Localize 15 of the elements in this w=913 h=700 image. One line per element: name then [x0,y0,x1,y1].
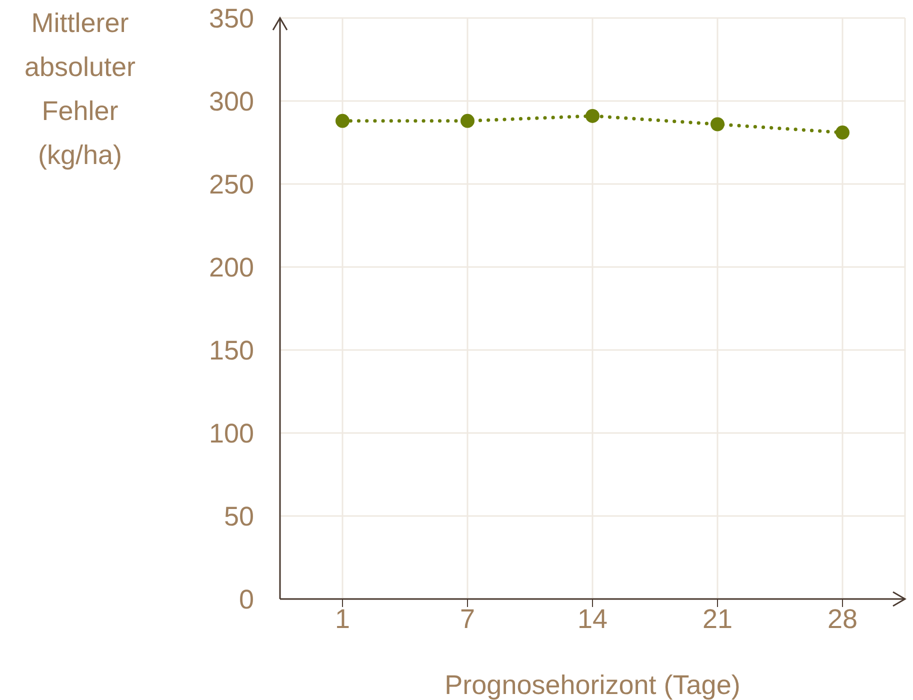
x-tick-label: 7 [460,604,476,634]
x-tick-label: 1 [334,604,350,634]
y-tick-label: 300 [208,86,254,117]
y-tick-label: 350 [208,4,254,34]
y-tick-label: 200 [208,252,254,283]
x-tick-label: 14 [577,604,608,634]
x-tick-label: 21 [702,604,733,634]
y-tick-label: 100 [208,418,254,449]
y-tick-label: 0 [238,584,254,615]
y-tick-label: 50 [224,502,254,532]
y-tick-label: 250 [208,170,254,200]
x-tick-label: 28 [827,604,858,634]
x-axis-title: Prognosehorizont (Tage) [444,670,740,700]
y-axis-title: Mittlerer absoluter Fehler (kg/ha) [24,8,136,170]
y-tick-label: 150 [208,336,254,366]
